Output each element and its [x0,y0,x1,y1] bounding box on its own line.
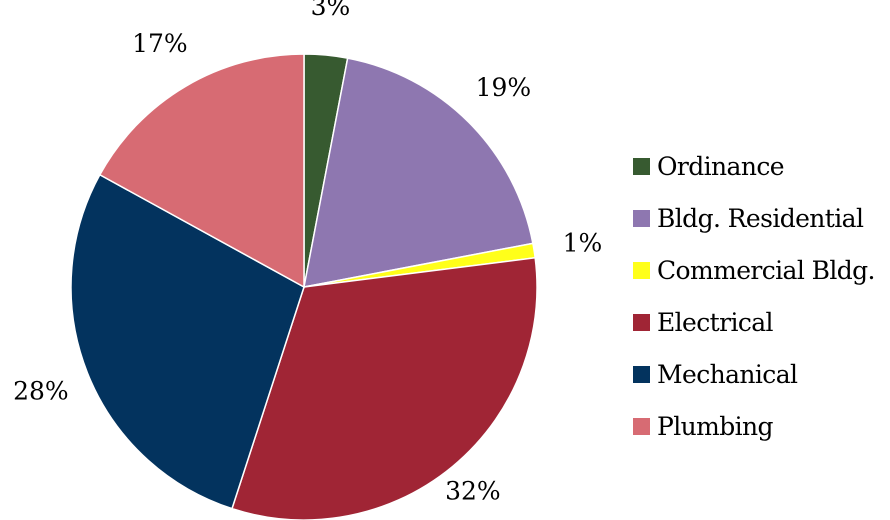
legend-label-bldg-residential: Bldg. Residential [657,203,864,233]
legend-item-electrical: Electrical [633,296,890,348]
data-label-mechanical: 28% [13,377,69,406]
pie-slice-plumbing [98,53,305,289]
legend-item-commercial-bldg: Commercial Bldg. [633,244,890,296]
data-label-bldg-residential: 19% [476,73,532,102]
legend-label-electrical: Electrical [657,307,774,337]
pie-slice-mechanical [70,173,305,510]
legend-swatch-commercial-bldg [633,261,650,279]
data-label-commercial-bldg: 1% [563,228,603,257]
legend-item-bldg-residential: Bldg. Residential [633,192,890,244]
legend-item-plumbing: Plumbing [633,400,890,452]
data-label-electrical: 32% [445,477,501,506]
legend-label-ordinance: Ordinance [657,151,785,181]
pie-slices [70,53,538,520]
legend-label-plumbing: Plumbing [657,411,774,441]
data-label-plumbing: 17% [132,29,188,58]
pie-data-labels: 3% 19% 1% 32% 28% 17% [13,0,602,506]
legend-label-mechanical: Mechanical [657,359,798,389]
legend-swatch-electrical [633,313,650,331]
legend-swatch-ordinance [633,157,650,175]
legend-swatch-mechanical [633,365,650,383]
legend-item-ordinance: Ordinance [633,140,890,192]
legend: Ordinance Bldg. Residential Commercial Bld… [633,140,890,452]
legend-swatch-bldg-residential [633,209,650,227]
legend-item-mechanical: Mechanical [633,348,890,400]
legend-label-commercial-bldg: Commercial Bldg. [657,255,876,285]
pie-slice-bldg-residential [303,57,534,288]
legend-swatch-plumbing [633,417,650,435]
data-label-ordinance: 3% [311,0,351,21]
